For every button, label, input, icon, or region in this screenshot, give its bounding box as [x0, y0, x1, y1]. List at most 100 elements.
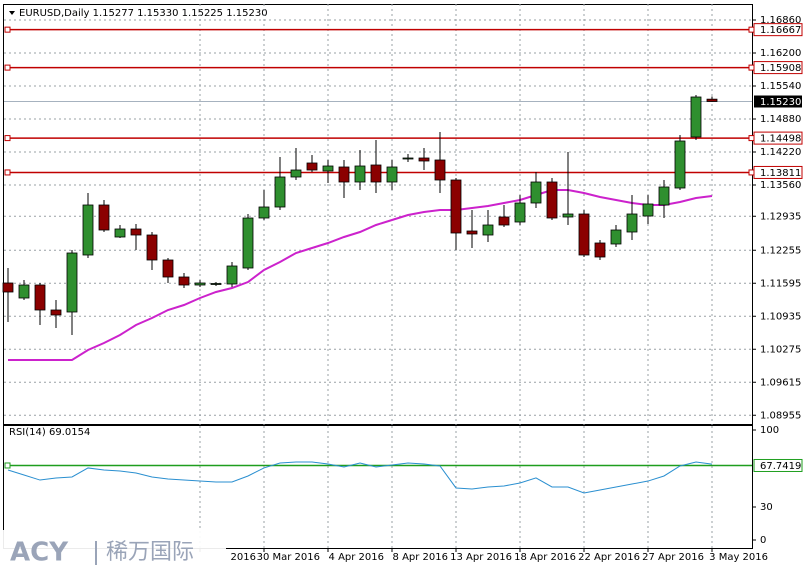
candle-body — [546, 181, 558, 219]
x-tick-label: 8 Apr 2016 — [393, 552, 448, 563]
level-label: 1.14498 — [760, 134, 801, 145]
menu-triangle — [9, 11, 15, 15]
level-handle — [4, 169, 11, 176]
y-tick-label: 1.11595 — [760, 278, 801, 289]
candle-body — [450, 179, 462, 234]
candle-body — [18, 284, 30, 299]
plot-layer: 1.16860 1.16200 1.15540 1.14880 1.14220 1.135… — [2, 4, 803, 563]
candle-body — [178, 276, 190, 286]
level-handle — [748, 26, 755, 33]
level-label-box — [753, 61, 803, 75]
y-tick-label: 1.09615 — [760, 377, 801, 388]
x-tick-label: 30 Mar 2016 — [257, 552, 320, 563]
candle-body — [466, 230, 478, 235]
candle-body — [642, 203, 654, 217]
candle-body — [306, 162, 318, 171]
candle-body — [434, 159, 446, 181]
x-tick-label: 13 Apr 2016 — [450, 552, 512, 563]
rsi-y-tick-label: 30 — [760, 502, 773, 513]
level-handle — [748, 64, 755, 71]
chart-title: EURUSD,Daily 1.15277 1.15330 1.15225 1.1… — [19, 8, 268, 19]
x-tick-label: 3 May 2016 — [709, 552, 768, 563]
candle-body — [418, 157, 430, 162]
y-tick-label: 1.16200 — [760, 48, 801, 59]
x-tick-label: 4 Apr 2016 — [329, 552, 384, 563]
candle-body — [402, 157, 414, 160]
candle-body — [530, 181, 542, 204]
level-label-box — [753, 23, 803, 37]
candle-body — [162, 259, 174, 278]
candle-body — [50, 309, 62, 316]
candle-body — [626, 213, 638, 233]
candle-body — [354, 165, 366, 183]
candle-body — [562, 213, 574, 218]
candle-body — [322, 165, 334, 172]
candle-body — [258, 206, 270, 219]
x-tick-label: 22 Apr 2016 — [578, 552, 640, 563]
current-price-label: 1.15230 — [760, 97, 801, 108]
candle-body — [2, 282, 14, 293]
level-handle — [748, 135, 755, 142]
y-tick-label: 1.14220 — [760, 147, 801, 158]
rsi-y-tick-label: 0 — [760, 535, 766, 546]
level-handle — [4, 135, 11, 142]
y-tick-label: 1.16860 — [760, 15, 801, 26]
candle-body — [194, 282, 206, 286]
candle-body — [130, 228, 142, 236]
candle-body — [242, 217, 254, 269]
x-tick-label: 2016 — [231, 552, 256, 563]
rsi-panel-frame — [3, 425, 753, 549]
candle-body — [274, 176, 286, 208]
candle-body — [82, 204, 94, 256]
rsi-title: RSI(14) 69.0154 — [9, 427, 90, 438]
level-handle — [748, 169, 755, 176]
candle-body — [370, 164, 382, 183]
candle-body — [386, 166, 398, 183]
level-handle — [4, 64, 11, 71]
candle-body — [338, 166, 350, 183]
candle-body — [690, 96, 702, 138]
candle-body — [658, 186, 670, 206]
candle-body — [226, 265, 238, 285]
y-tick-label: 1.10275 — [760, 344, 801, 355]
level-label: 1.16667 — [760, 25, 801, 36]
main-panel-frame — [3, 4, 753, 425]
watermark-brand: ACY — [10, 538, 69, 568]
candle-body — [594, 242, 606, 258]
level-label-box — [753, 131, 803, 145]
rsi-level-handle — [4, 462, 11, 469]
y-tick-label: 1.08955 — [760, 410, 801, 421]
x-tick-label: 27 Apr 2016 — [642, 552, 704, 563]
candle-body — [290, 169, 302, 178]
watermark-subtitle: 稀万国际 — [106, 540, 194, 565]
y-tick-label: 1.12935 — [760, 211, 801, 222]
candle-body — [114, 228, 126, 238]
level-label-box — [753, 165, 803, 179]
candle-body — [674, 140, 686, 189]
level-label: 1.13811 — [760, 168, 801, 179]
level-handle — [4, 26, 11, 33]
candle-body — [482, 224, 494, 236]
candle-body — [66, 252, 78, 313]
candle-body — [578, 213, 590, 256]
moving-average — [8, 189, 713, 361]
rsi-line — [7, 461, 713, 494]
y-tick-label: 1.10935 — [760, 311, 801, 322]
level-label: 1.15908 — [760, 63, 801, 74]
x-tick-label: 18 Apr 2016 — [514, 552, 576, 563]
candle-body — [34, 284, 46, 311]
watermark-box — [0, 530, 226, 576]
candle-body — [514, 202, 526, 223]
y-tick-label: 1.12255 — [760, 245, 801, 256]
rsi-level-label: 67.7419 — [760, 461, 801, 472]
current-price-box — [754, 95, 802, 108]
candle-body — [498, 216, 510, 226]
y-tick-label: 1.14880 — [760, 114, 801, 125]
candle-body — [610, 229, 622, 245]
y-tick-label: 1.13560 — [760, 180, 801, 191]
candle-body — [706, 98, 718, 102]
y-tick-label: 1.15540 — [760, 81, 801, 92]
